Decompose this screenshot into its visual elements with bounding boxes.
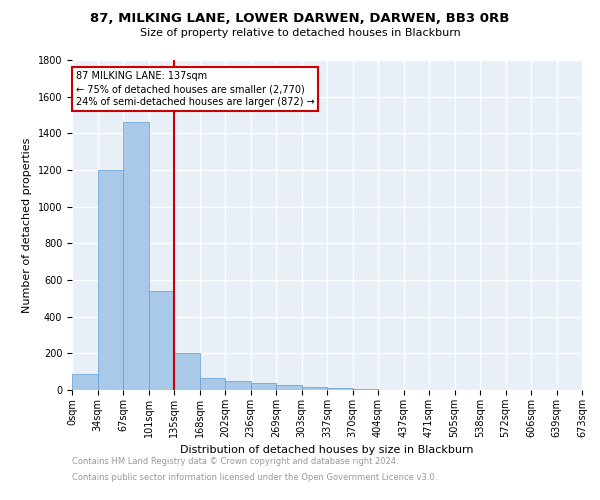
X-axis label: Distribution of detached houses by size in Blackburn: Distribution of detached houses by size … [180, 446, 474, 456]
Text: Contains HM Land Registry data © Crown copyright and database right 2024.: Contains HM Land Registry data © Crown c… [72, 458, 398, 466]
Text: Size of property relative to detached houses in Blackburn: Size of property relative to detached ho… [140, 28, 460, 38]
Bar [199, 378, 225, 390]
Bar [225, 381, 251, 390]
Bar [327, 388, 353, 390]
Bar [97, 170, 123, 390]
Text: 87, MILKING LANE, LOWER DARWEN, DARWEN, BB3 0RB: 87, MILKING LANE, LOWER DARWEN, DARWEN, … [91, 12, 509, 26]
Bar [72, 374, 97, 390]
Bar [302, 387, 327, 390]
Bar [123, 122, 149, 390]
Bar [251, 382, 276, 390]
Bar [149, 291, 174, 390]
Text: Contains public sector information licensed under the Open Government Licence v3: Contains public sector information licen… [72, 472, 437, 482]
Y-axis label: Number of detached properties: Number of detached properties [22, 138, 32, 312]
Bar [276, 384, 302, 390]
Text: 87 MILKING LANE: 137sqm
← 75% of detached houses are smaller (2,770)
24% of semi: 87 MILKING LANE: 137sqm ← 75% of detache… [76, 71, 314, 108]
Bar [353, 389, 378, 390]
Bar [174, 354, 199, 390]
